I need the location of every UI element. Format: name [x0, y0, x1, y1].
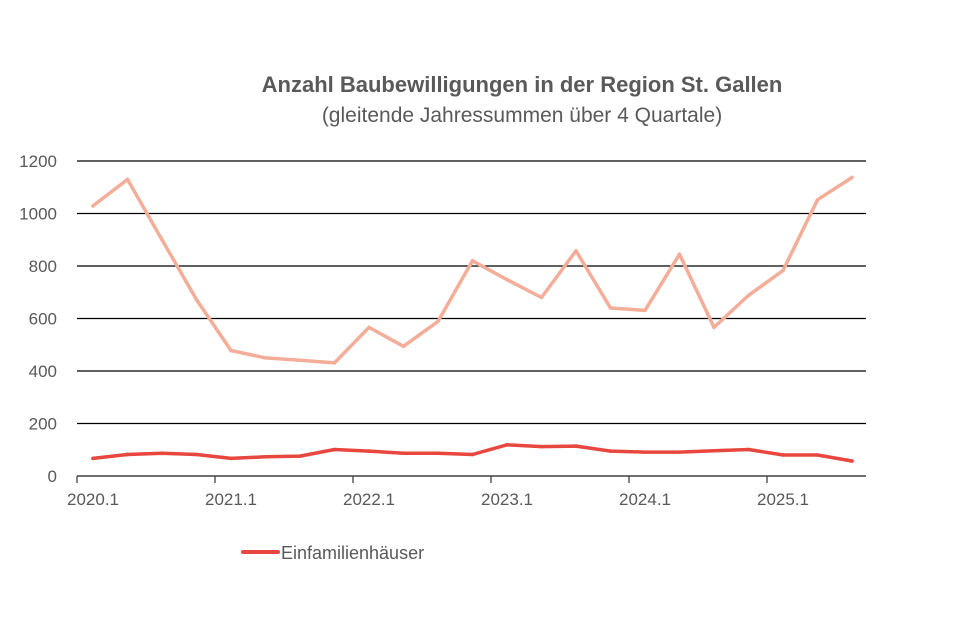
y-tick-label: 0 [48, 467, 57, 486]
data-point [781, 268, 785, 273]
data-point [367, 449, 371, 453]
x-tick-label: 2021.1 [205, 490, 257, 509]
data-point [643, 450, 647, 454]
legend-label: Einfamilienhäuser [281, 543, 424, 563]
y-tick-label: 800 [29, 257, 57, 276]
data-point [712, 325, 716, 330]
data-point [608, 306, 613, 310]
data-point [746, 447, 751, 452]
chart-subtitle: (gleitende Jahressummen über 4 Quartale) [322, 104, 722, 127]
data-point [850, 175, 854, 180]
data-point [539, 295, 544, 300]
y-tick-label: 600 [29, 310, 57, 329]
data-point [436, 319, 440, 324]
x-tick-label: 2023.1 [481, 490, 533, 509]
data-point [470, 452, 475, 457]
data-point [194, 297, 199, 302]
data-point [539, 444, 544, 449]
data-point [91, 456, 95, 461]
data-point [91, 204, 95, 208]
data-point [160, 451, 164, 455]
x-tick-label: 2025.1 [757, 490, 809, 509]
data-point [574, 444, 578, 448]
data-point [712, 449, 716, 453]
data-point [160, 237, 164, 242]
data-point [263, 356, 268, 360]
data-point [229, 456, 233, 461]
data-point [332, 447, 337, 452]
y-tick-label: 1000 [19, 205, 57, 224]
chart-title: Anzahl Baubewilligungen in der Region St… [262, 72, 783, 97]
y-tick-label: 200 [29, 415, 57, 434]
data-point [850, 459, 854, 463]
data-point [298, 358, 302, 363]
x-tick-label: 2020.1 [67, 490, 119, 509]
series-line-1 [91, 175, 854, 365]
y-tick-label: 400 [29, 362, 57, 381]
data-point [263, 455, 268, 459]
data-point [677, 450, 682, 454]
data-point [367, 325, 371, 330]
data-point [401, 344, 406, 349]
data-point [298, 454, 302, 458]
data-point [643, 308, 647, 313]
data-point [505, 442, 509, 447]
data-point [401, 451, 406, 455]
data-point [194, 452, 199, 457]
data-point [125, 452, 130, 457]
x-tick-label: 2022.1 [343, 490, 395, 509]
x-tick-label: 2024.1 [619, 490, 671, 509]
data-point [229, 348, 233, 353]
data-point [332, 361, 337, 365]
data-point [436, 451, 440, 455]
data-point [677, 252, 682, 256]
data-point [781, 453, 785, 457]
data-point [125, 177, 130, 182]
data-point [608, 449, 613, 453]
data-point [815, 198, 820, 202]
data-point [746, 293, 751, 298]
y-tick-label: 1200 [19, 152, 57, 171]
data-point [470, 258, 475, 263]
data-point [815, 453, 820, 457]
data-point [574, 248, 578, 253]
data-point [505, 277, 509, 282]
